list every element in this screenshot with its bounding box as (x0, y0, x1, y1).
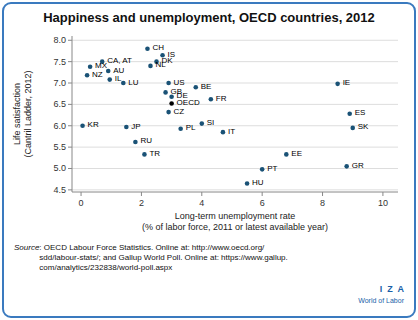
point-label: KR (88, 120, 99, 129)
point (124, 125, 129, 130)
x-tick (322, 192, 323, 196)
point-label: ES (355, 108, 366, 117)
point-label: SK (358, 122, 369, 131)
point (245, 181, 250, 186)
x-axis-label: Long-term unemployment rate(% of labor f… (142, 211, 328, 232)
point (178, 126, 183, 131)
y-tick (68, 104, 72, 105)
point-label: NZ (92, 70, 103, 79)
point-label: CA, AT (107, 56, 132, 65)
y-tick-label: 5.5 (53, 142, 66, 152)
point-label: TR (149, 149, 160, 158)
y-axis-label: Life satisfaction(Cantril Ladder, 2012) (12, 70, 33, 157)
point (148, 64, 153, 69)
points (80, 47, 355, 186)
x-tick (81, 192, 82, 196)
point-label: PT (267, 164, 277, 173)
grid (72, 40, 398, 190)
y-tick (68, 125, 72, 126)
point-label: LU (128, 78, 138, 87)
x-tick (141, 192, 142, 196)
y-tick-label: 5.0 (53, 163, 66, 173)
x-tick (262, 192, 263, 196)
y-axis-line (72, 36, 73, 192)
point-label: NL (155, 60, 166, 69)
y-tick-label: 7.0 (53, 78, 66, 88)
point-label: EE (291, 149, 302, 158)
point-label: CH (152, 43, 164, 52)
x-tick (201, 192, 202, 196)
grid-line (72, 40, 398, 41)
grid-line (72, 189, 398, 190)
y-tick (68, 40, 72, 41)
point (169, 101, 174, 106)
point (163, 90, 168, 95)
title: Happiness and unemployment, OECD countri… (43, 10, 375, 25)
point-label: IT (228, 127, 235, 136)
y-tick-label: 4.5 (53, 185, 66, 195)
point (107, 77, 112, 82)
point (350, 126, 355, 131)
point (166, 81, 171, 86)
y-tick (68, 168, 72, 169)
x-axis-line (72, 192, 398, 193)
point (80, 123, 85, 128)
point (85, 73, 90, 78)
point-label: RU (140, 136, 152, 145)
border (3, 3, 415, 317)
point (199, 121, 204, 126)
point (284, 152, 289, 157)
y-tick-label: 6.0 (53, 121, 66, 131)
point (260, 167, 265, 172)
point-label: GR (352, 161, 364, 170)
logo: I Z A (380, 284, 405, 294)
source-label: Source (14, 243, 40, 252)
grid-line (72, 104, 398, 105)
x-tick-label: 6 (260, 198, 265, 208)
y-tick-label: 6.5 (53, 99, 66, 109)
x-tick-label: 8 (320, 198, 325, 208)
y-tick (68, 83, 72, 84)
point (142, 152, 147, 157)
y-tick-label: 8.0 (53, 35, 66, 45)
point (166, 110, 171, 115)
point-label: JP (131, 122, 140, 131)
axes: 4.5 5.0 5.5 6.0 6.5 7.0 7.5 8.0 0 2 4 6 8 10 (53, 35, 398, 208)
x-tick (382, 192, 383, 196)
point (347, 111, 352, 116)
point (335, 82, 340, 87)
x-tick-label: 10 (378, 198, 388, 208)
point-label: PL (186, 123, 196, 132)
background (0, 0, 418, 320)
y-tick (68, 189, 72, 190)
y-tick (68, 61, 72, 62)
x-tick-label: 0 (79, 198, 84, 208)
grid-line (72, 168, 398, 169)
point-label: US (174, 78, 185, 87)
point (88, 64, 93, 69)
y-tick-label: 7.5 (53, 57, 66, 67)
point-labels: CHISDKCA, ATNLMXAUNZILLUUSBEGBDEFROECDCZ… (88, 43, 369, 187)
x-tick-label: 2 (139, 198, 144, 208)
point (121, 81, 126, 86)
logo-subtitle: World of Labor (358, 297, 404, 304)
grid-line (72, 147, 398, 148)
point (344, 164, 349, 169)
point (221, 130, 226, 135)
point-label: IE (343, 78, 351, 87)
point (209, 97, 214, 102)
point-label: BE (201, 82, 212, 91)
point (133, 140, 138, 145)
chart: Happiness and unemployment, OECD countri… (0, 0, 418, 320)
point-label: IL (115, 74, 122, 83)
x-tick-label: 4 (199, 198, 204, 208)
point (193, 85, 198, 90)
point-label: SI (207, 118, 215, 127)
source-text: : OECD Labour Force Statistics. Online a… (39, 243, 287, 272)
point-label: CZ (174, 107, 185, 116)
point-label: HU (252, 178, 264, 187)
point-label: FR (216, 94, 227, 103)
y-tick (68, 147, 72, 148)
point (145, 47, 150, 52)
